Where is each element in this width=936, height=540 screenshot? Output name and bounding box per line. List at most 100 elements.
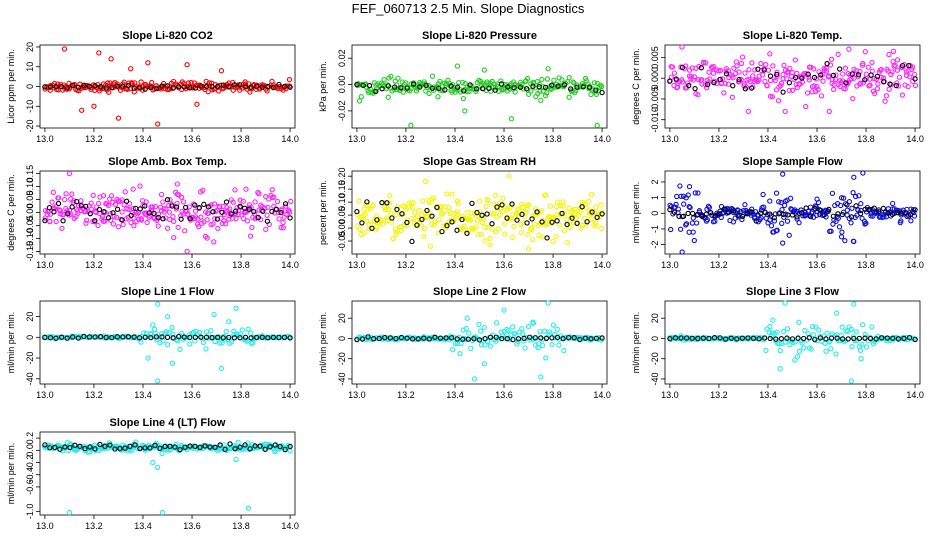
- x-tick-label: 13.4: [134, 521, 152, 531]
- data-point: [721, 206, 728, 212]
- data-point: [255, 189, 261, 196]
- y-axis-label: percent per min.: [318, 180, 328, 245]
- data-point: [42, 442, 48, 448]
- data-point: [140, 203, 146, 209]
- data-point: [159, 334, 165, 340]
- data-point: [114, 83, 120, 89]
- data-point: [572, 206, 578, 213]
- data-point: [478, 328, 484, 334]
- data-point: [491, 201, 497, 207]
- data-point: [187, 443, 193, 449]
- data-point: [566, 74, 572, 81]
- data-point: [567, 224, 573, 230]
- data-point: [247, 233, 254, 239]
- data-point: [222, 446, 228, 453]
- data-point: [912, 207, 918, 213]
- data-point: [278, 224, 284, 231]
- y-tick-label: 0.00: [337, 76, 347, 94]
- data-point: [357, 226, 363, 233]
- x-tick-label: 14.0: [281, 521, 299, 531]
- data-point: [809, 323, 816, 330]
- data-point: [477, 208, 483, 215]
- data-point: [524, 75, 531, 82]
- data-point: [231, 335, 238, 341]
- data-point: [257, 443, 263, 449]
- data-point: [101, 209, 107, 215]
- x-tick-label: 13.2: [710, 260, 728, 270]
- panel-title: Slope Li-820 Temp.: [743, 30, 842, 42]
- data-point: [427, 243, 434, 249]
- data-point: [273, 206, 280, 213]
- data-point: [706, 69, 712, 75]
- data-point: [150, 322, 156, 328]
- data-point: [749, 60, 755, 66]
- data-point: [473, 213, 479, 219]
- data-point: [669, 64, 676, 70]
- data-point: [519, 326, 525, 332]
- data-point: [517, 84, 524, 90]
- data-point: [265, 83, 271, 90]
- data-point: [475, 232, 481, 238]
- y-axis-label: degrees C per min.: [6, 174, 16, 251]
- data-point: [703, 85, 710, 91]
- data-point: [91, 103, 97, 109]
- x-tick-label: 14.0: [593, 134, 611, 144]
- data-point: [499, 335, 505, 342]
- data-point: [838, 234, 845, 240]
- data-point: [143, 210, 149, 216]
- data-point: [51, 209, 57, 215]
- x-tick-label: 13.2: [85, 260, 103, 270]
- data-point: [543, 355, 549, 361]
- data-point: [265, 204, 271, 211]
- data-point: [57, 446, 63, 452]
- data-point: [728, 335, 734, 341]
- data-point: [138, 79, 144, 85]
- data-point: [774, 71, 780, 78]
- data-point: [505, 327, 511, 334]
- data-point: [762, 78, 768, 85]
- data-point: [767, 211, 773, 217]
- data-point: [137, 445, 143, 452]
- data-point: [509, 201, 515, 207]
- data-point: [163, 206, 169, 212]
- x-tick-label: 13.4: [134, 260, 152, 270]
- data-point: [413, 88, 420, 94]
- data-point: [165, 202, 172, 209]
- data-point: [385, 206, 392, 213]
- data-point: [446, 204, 452, 211]
- data-point: [395, 204, 401, 210]
- data-point: [172, 444, 178, 450]
- data-point: [47, 211, 54, 217]
- data-point: [435, 94, 441, 100]
- data-point: [287, 215, 293, 221]
- data-point: [59, 225, 65, 232]
- data-point: [239, 327, 245, 333]
- data-point: [498, 78, 504, 84]
- y-tick-label: -0.6: [25, 479, 35, 495]
- x-tick-label: 14.0: [906, 390, 924, 400]
- data-point: [123, 198, 130, 204]
- data-point: [354, 223, 360, 229]
- data-point: [710, 70, 717, 76]
- data-point: [354, 212, 360, 218]
- data-point: [736, 76, 742, 83]
- x-tick-label: 14.0: [281, 134, 299, 144]
- data-point: [270, 334, 277, 341]
- data-point: [671, 70, 678, 76]
- data-point: [800, 345, 807, 351]
- data-point: [384, 215, 390, 221]
- data-point: [109, 334, 115, 341]
- data-point: [554, 218, 560, 224]
- data-point: [99, 213, 106, 220]
- data-point: [468, 345, 474, 352]
- data-point: [409, 215, 415, 222]
- data-point: [233, 305, 239, 311]
- data-point: [512, 331, 518, 337]
- panel-p4: Slope Amb. Box Temp. 13.0 13.2 13.4 13.6 13.8…: [6, 156, 299, 270]
- data-point: [162, 83, 168, 89]
- data-point: [187, 216, 193, 222]
- data-point: [826, 108, 832, 115]
- data-point: [170, 85, 176, 91]
- data-point: [482, 224, 488, 230]
- data-point: [495, 226, 501, 232]
